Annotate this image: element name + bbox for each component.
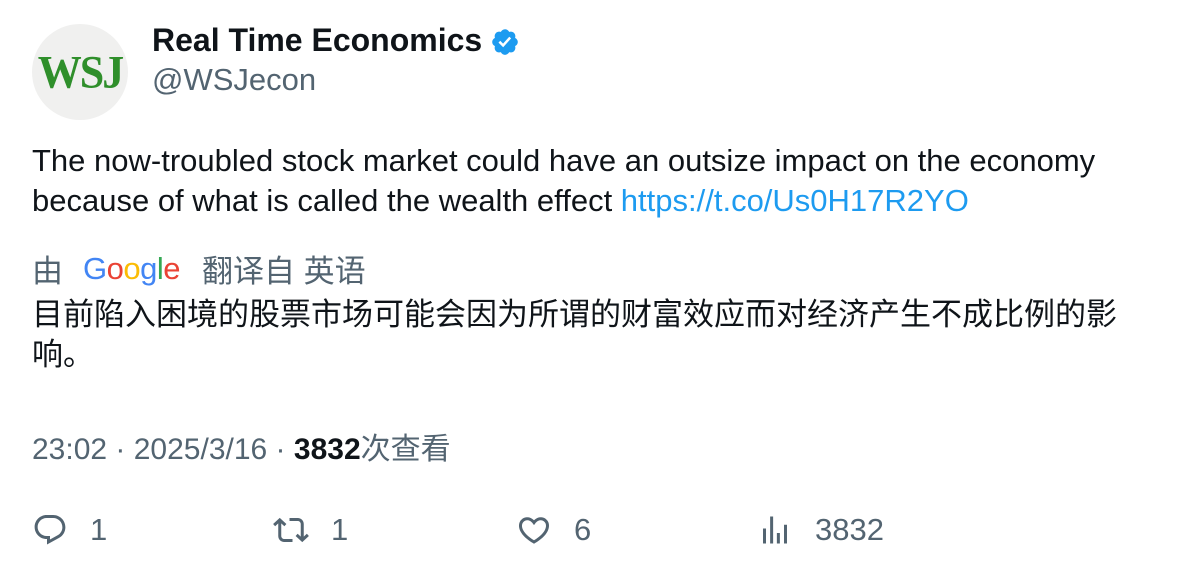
heart-icon [518,517,550,544]
google-logo-icon: Google [83,250,181,286]
translated-text: 目前陷入困境的股票市场可能会因为所谓的财富效应而对经济产生不成比例的影响。 [32,297,1117,372]
view-count: 3832 [293,433,361,466]
repost-count: 1 [331,512,349,547]
avatar-logo-text: WSJ [37,46,124,98]
tweet-time[interactable]: 23:02 [32,433,108,466]
avatar[interactable]: WSJ [32,24,128,120]
reply-button[interactable]: 1 [32,512,107,548]
verified-badge-icon [492,28,519,55]
author-name-row: Real Time Economics [152,22,520,59]
like-button[interactable]: 6 [516,512,591,548]
meta-separator: · [107,433,134,466]
author-name[interactable]: Real Time Economics [152,22,483,58]
tweet-link[interactable]: https://t.co/Us0H17R2YO [620,183,969,218]
tweet-body: The now-troubled stock market could have… [32,143,1096,218]
reply-icon [34,515,66,545]
tweet-meta: 23:02 · 2025/3/16 · 3832次查看 [32,424,451,468]
view-count-label: 次查看 [360,433,451,466]
translation-suffix: 翻译自 英语 [202,254,366,289]
views-count: 3832 [815,512,884,547]
tweet-date[interactable]: 2025/3/16 [133,433,268,466]
reply-count: 1 [90,512,108,547]
repost-icon [273,517,309,543]
meta-separator: · [267,433,294,466]
repost-button[interactable]: 1 [273,512,348,548]
translation-attribution: 由 Google 翻译自 英语 [32,246,366,291]
analytics-bar-icon [763,516,787,544]
author-handle[interactable]: @WSJecon [152,62,317,97]
views-button[interactable]: 3832 [757,512,884,548]
like-count: 6 [574,512,592,547]
tweet-text: The now-troubled stock market could have… [32,141,1172,221]
translation-prefix: 由 [32,254,63,289]
